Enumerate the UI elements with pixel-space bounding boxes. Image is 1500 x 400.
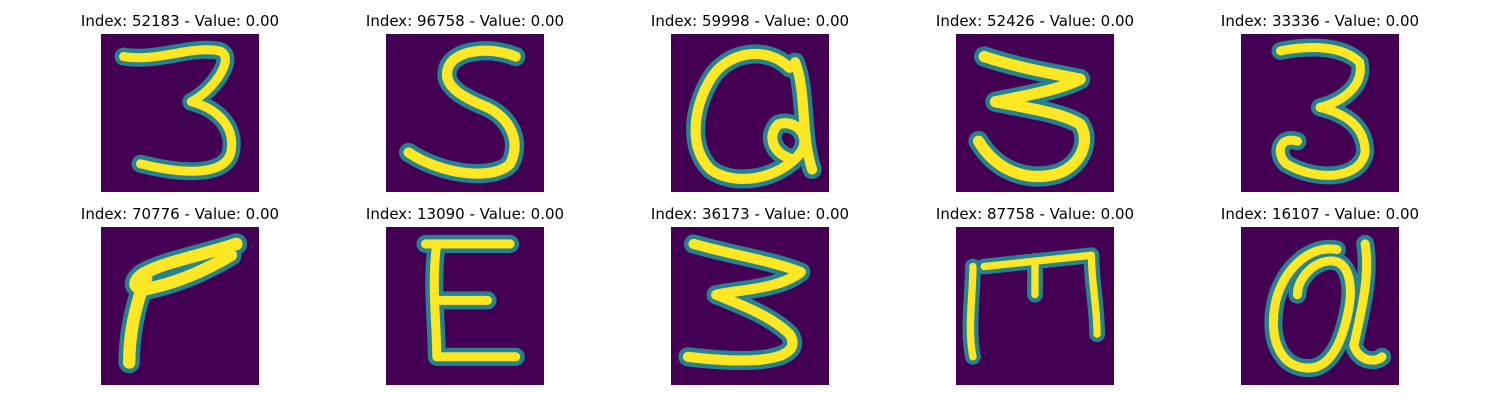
panel-title: Index: 36173 - Value: 0.00 (650, 205, 850, 223)
digit-image (386, 227, 544, 385)
digit-image (101, 34, 259, 192)
digit-image (101, 227, 259, 385)
digit-image (956, 227, 1114, 385)
image-panel-10: Index: 16107 - Value: 0.00 (1210, 205, 1430, 385)
panel-title: Index: 59998 - Value: 0.00 (650, 12, 850, 30)
image-panel-6: Index: 70776 - Value: 0.00 (70, 205, 290, 385)
image-panel-8: Index: 36173 - Value: 0.00 (640, 205, 860, 385)
image-panel-7: Index: 13090 - Value: 0.00 (355, 205, 575, 385)
image-panel-3: Index: 59998 - Value: 0.00 (640, 12, 860, 192)
digit-image (956, 34, 1114, 192)
digit-image (1241, 34, 1399, 192)
panel-title: Index: 33336 - Value: 0.00 (1220, 12, 1420, 30)
image-panel-2: Index: 96758 - Value: 0.00 (355, 12, 575, 192)
image-panel-9: Index: 87758 - Value: 0.00 (925, 205, 1145, 385)
panel-title: Index: 52426 - Value: 0.00 (935, 12, 1135, 30)
panel-title: Index: 87758 - Value: 0.00 (935, 205, 1135, 223)
panel-title: Index: 13090 - Value: 0.00 (365, 205, 565, 223)
digit-image (671, 227, 829, 385)
image-panel-1: Index: 52183 - Value: 0.00 (70, 12, 290, 192)
panel-title: Index: 52183 - Value: 0.00 (80, 12, 280, 30)
image-panel-5: Index: 33336 - Value: 0.00 (1210, 12, 1430, 192)
panel-title: Index: 96758 - Value: 0.00 (365, 12, 565, 30)
panel-title: Index: 16107 - Value: 0.00 (1220, 205, 1420, 223)
image-panel-4: Index: 52426 - Value: 0.00 (925, 12, 1145, 192)
panel-title: Index: 70776 - Value: 0.00 (80, 205, 280, 223)
digit-image (1241, 227, 1399, 385)
digit-image (671, 34, 829, 192)
digit-image (386, 34, 544, 192)
